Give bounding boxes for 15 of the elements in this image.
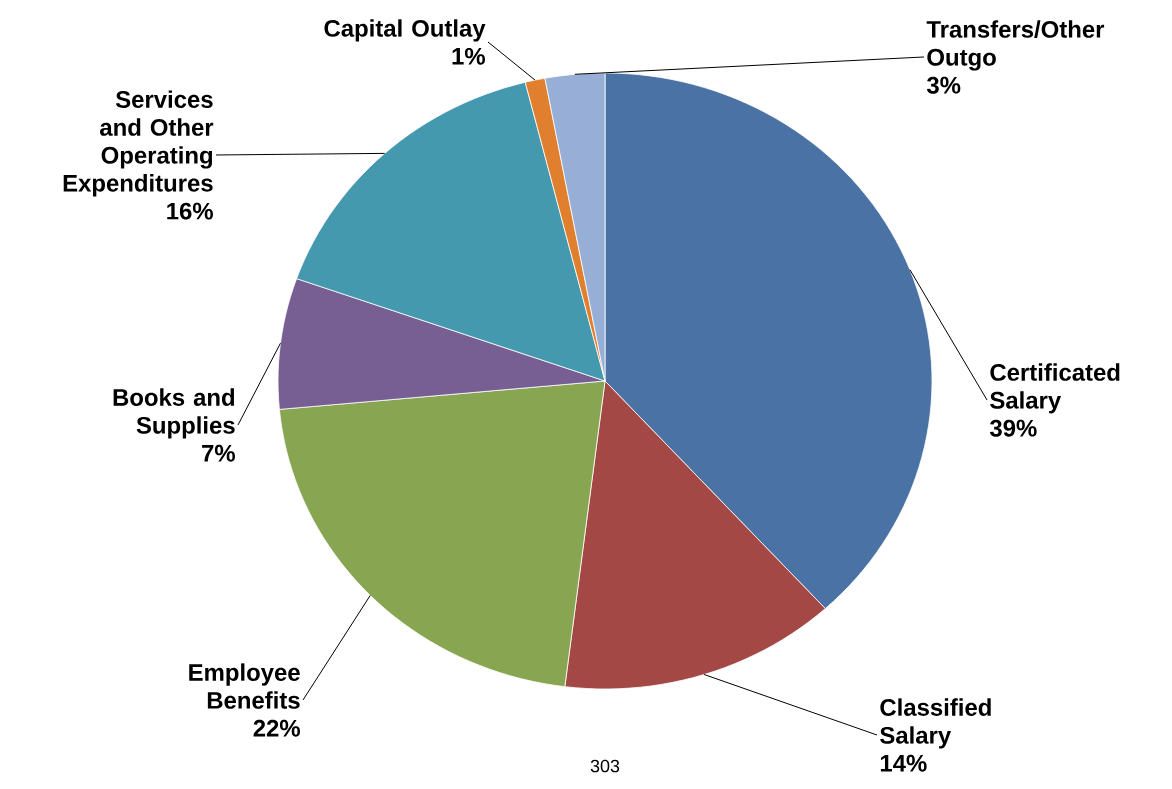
slice-label: Books and Supplies <box>113 388 235 439</box>
slice-label: Classified Salary <box>880 698 991 749</box>
data-label: 16% <box>167 202 213 220</box>
text: 303 <box>590 759 620 773</box>
data-label: 7% <box>202 444 235 462</box>
data-label: 22% <box>253 719 300 737</box>
slice-label: Transfers/Other Outgo <box>926 20 1105 71</box>
data-label: 1% <box>452 47 485 65</box>
slice-label: Capital Outlay <box>324 19 486 42</box>
slice-label: Services and Other Operating Expenditures <box>63 90 214 197</box>
data-label: 39% <box>989 419 1037 437</box>
slice-label: Employee Benefits <box>189 663 300 709</box>
slice-label: Certificated Salary <box>990 363 1120 414</box>
data-label: 3% <box>926 76 961 94</box>
data-label: 14% <box>880 754 927 772</box>
